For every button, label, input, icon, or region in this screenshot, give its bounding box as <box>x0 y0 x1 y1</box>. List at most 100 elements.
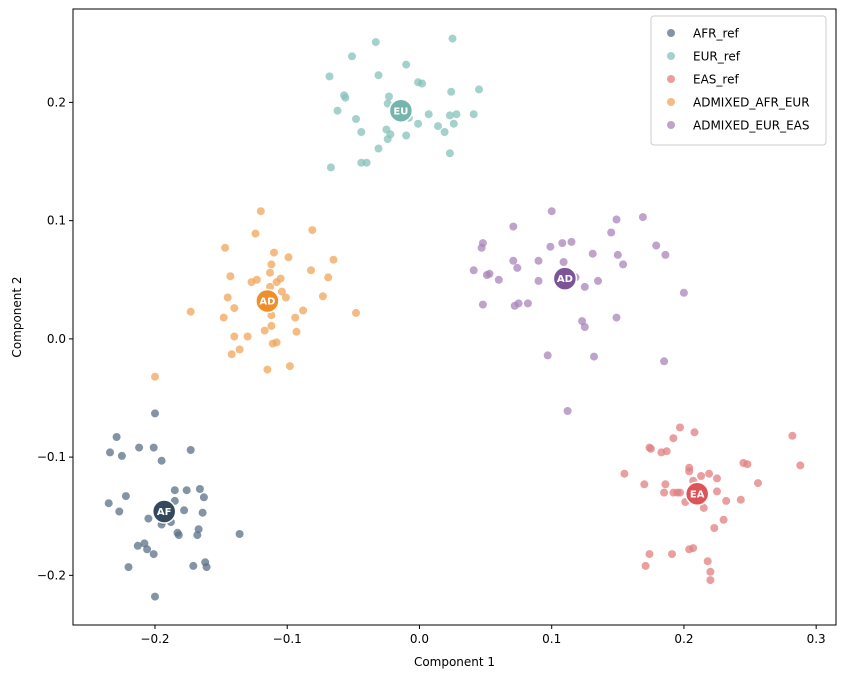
data-point <box>736 495 745 504</box>
data-point <box>371 38 380 47</box>
centroid-label: AD <box>259 297 275 308</box>
data-point <box>284 253 293 262</box>
data-point <box>230 304 239 313</box>
data-point <box>447 87 456 96</box>
y-tick-label: 0.2 <box>47 95 66 109</box>
data-point <box>182 486 191 495</box>
data-point <box>620 469 629 478</box>
data-point <box>607 228 616 237</box>
x-tick-label: −0.1 <box>273 632 302 646</box>
data-point <box>719 515 728 524</box>
data-point <box>510 301 519 310</box>
data-point <box>173 528 182 537</box>
data-point <box>143 545 152 554</box>
x-tick-label: 0.1 <box>542 632 561 646</box>
data-point <box>326 163 335 172</box>
data-point <box>509 256 518 265</box>
data-point <box>247 278 256 287</box>
data-point <box>385 92 393 101</box>
x-tick-label: 0.3 <box>807 632 826 646</box>
data-point <box>285 362 294 371</box>
data-point <box>186 446 195 454</box>
data-point <box>170 486 179 495</box>
data-point <box>547 207 556 216</box>
data-point <box>722 496 731 505</box>
data-point <box>149 550 158 559</box>
data-point <box>308 226 317 235</box>
y-axis: −0.2 −0.1 0.0 0.1 0.2 <box>37 95 73 582</box>
data-point <box>713 487 721 496</box>
data-point <box>513 263 522 272</box>
y-tick-label: −0.2 <box>37 568 66 582</box>
data-point <box>219 313 228 322</box>
points-layer <box>104 34 805 601</box>
x-tick-label: −0.2 <box>140 632 169 646</box>
data-point <box>523 299 532 308</box>
data-point <box>494 275 503 284</box>
data-point <box>563 407 572 415</box>
data-point <box>449 119 458 128</box>
data-point <box>482 271 491 279</box>
data-point <box>594 276 602 285</box>
centroid-marker <box>552 266 578 291</box>
data-point <box>559 258 568 266</box>
data-point <box>121 492 130 501</box>
data-point <box>266 268 274 277</box>
data-point <box>612 313 621 322</box>
data-point <box>418 79 427 88</box>
data-point <box>661 250 670 259</box>
data-point <box>383 135 392 144</box>
data-point <box>221 243 230 252</box>
data-point <box>669 434 678 443</box>
data-point <box>272 278 281 287</box>
legend-box <box>650 15 827 146</box>
data-point <box>195 485 204 493</box>
data-point <box>679 288 688 297</box>
data-point <box>668 550 676 559</box>
data-point <box>469 266 478 275</box>
centroid-marker <box>255 288 280 314</box>
legend-marker <box>667 121 675 129</box>
data-point <box>660 488 669 497</box>
data-point <box>713 474 721 483</box>
data-point <box>226 272 235 281</box>
centroid-marker <box>151 499 177 524</box>
data-point <box>199 493 208 502</box>
data-point <box>703 557 712 566</box>
data-point <box>299 306 308 315</box>
data-point <box>270 248 278 257</box>
data-point <box>112 433 121 441</box>
data-point <box>186 307 195 316</box>
data-point <box>673 488 682 497</box>
data-point <box>640 480 649 489</box>
data-point <box>357 128 366 136</box>
data-point <box>151 372 159 381</box>
data-point <box>180 506 189 515</box>
data-point <box>104 499 113 508</box>
plot-frame <box>72 8 837 626</box>
legend-label: ADMIXED_EUR_EAS <box>693 119 810 133</box>
data-point <box>580 282 589 291</box>
data-point <box>383 99 392 108</box>
data-point <box>193 531 202 540</box>
data-point <box>567 237 576 246</box>
data-point <box>699 503 708 512</box>
centroid-label: EA <box>690 489 705 500</box>
data-point <box>509 222 518 231</box>
x-axis-label: Component 1 <box>414 655 495 669</box>
data-point <box>348 52 356 61</box>
data-point <box>227 350 236 359</box>
legend-label: AFR_ref <box>693 27 740 41</box>
data-point <box>251 229 260 238</box>
data-point <box>641 561 650 570</box>
series-admixed-afr-eur <box>151 207 360 381</box>
data-point <box>235 530 244 538</box>
x-tick-label: 0.0 <box>410 632 429 646</box>
data-point <box>151 592 159 601</box>
data-point <box>445 111 454 120</box>
legend: AFR_ref EUR_ref EAS_ref ADMIXED_AFR_EUR ADMI… <box>650 15 827 146</box>
legend-label: EUR_ref <box>693 50 741 64</box>
data-point <box>106 448 114 457</box>
data-point <box>340 91 349 100</box>
data-point <box>706 576 715 585</box>
